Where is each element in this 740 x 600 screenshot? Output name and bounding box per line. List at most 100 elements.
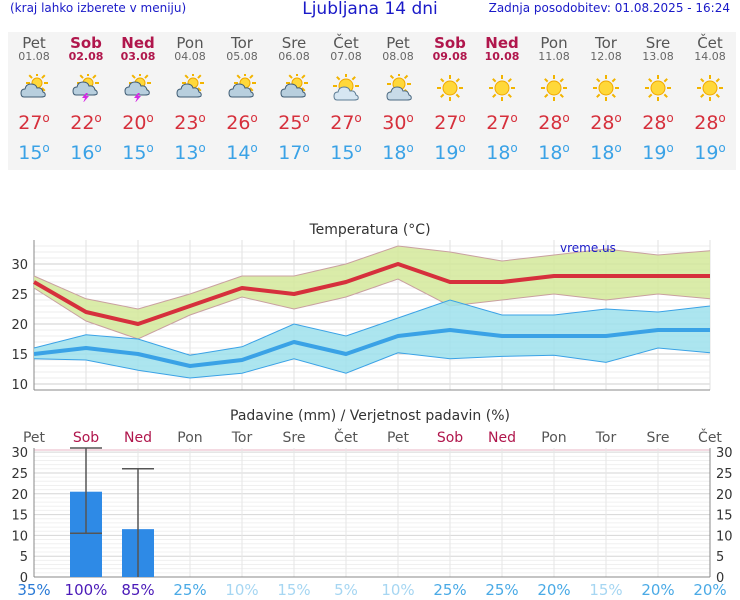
- precipitation-probability: 15%: [277, 581, 311, 599]
- day-name: Sre: [281, 34, 307, 52]
- day-name: Čet: [333, 34, 359, 52]
- max-temperature-line: [33, 262, 710, 326]
- precipitation-day-label: Sre: [647, 430, 670, 446]
- precipitation-day-label: Ned: [488, 430, 516, 446]
- sun-icon: [488, 74, 516, 102]
- min-temperature: 18o: [538, 141, 570, 164]
- precipitation-probability: 100%: [64, 581, 108, 599]
- precipitation-day-label: Čet: [698, 428, 722, 446]
- degree-sign: o: [146, 141, 154, 155]
- temperature-chart-title: Temperatura (°C): [308, 222, 430, 238]
- day-name: Pet: [386, 34, 410, 52]
- min-temperature: 19o: [642, 141, 674, 164]
- day-date: 02.08: [68, 50, 104, 63]
- y-tick-label-right: 20: [716, 488, 733, 503]
- day-column: Sre 13.08 28o 19o: [632, 32, 684, 170]
- cloud-sun-icon: [176, 72, 204, 102]
- day-column: Tor 12.08 28o 18o: [580, 32, 632, 170]
- precipitation-probability: 20%: [641, 581, 675, 599]
- cloud-sun-icon: [280, 72, 308, 102]
- min-temperature-band: [34, 300, 710, 378]
- precipitation-day-label: Tor: [595, 430, 617, 446]
- min-temperature: 13o: [174, 141, 206, 164]
- day-date: 08.08: [382, 50, 414, 63]
- page-title: Ljubljana 14 dni: [302, 0, 438, 19]
- sun-icon: [644, 74, 672, 102]
- day-column: Tor 05.08 26o 14o: [216, 32, 268, 170]
- thunderstorm-icon: [124, 72, 152, 103]
- max-temperature: 28o: [590, 111, 622, 134]
- day-name: Sre: [645, 34, 671, 52]
- precipitation-probability: 10%: [225, 581, 259, 599]
- min-temperature-line: [33, 328, 710, 368]
- sun-icon: [436, 74, 464, 102]
- y-tick-label: 10: [11, 378, 28, 393]
- day-name: Pon: [540, 34, 568, 52]
- degree-sign: o: [42, 141, 50, 155]
- y-tick-label: 25: [11, 288, 28, 303]
- degree-sign: o: [354, 111, 362, 125]
- y-tick-label-right: 25: [716, 467, 733, 482]
- max-temperature: 27o: [330, 111, 362, 134]
- cloud-sun-icon: [228, 72, 256, 102]
- day-date: 14.08: [694, 50, 726, 63]
- day-column: Sob 02.08 22o 16o: [60, 32, 112, 170]
- day-column: Ned 03.08 20o 15o: [112, 32, 164, 170]
- degree-sign: o: [302, 111, 310, 125]
- degree-sign: o: [42, 111, 50, 125]
- degree-sign: o: [406, 141, 414, 155]
- header-bar: (kraj lahko izberete v meniju) Ljubljana…: [0, 0, 740, 22]
- day-name: Tor: [231, 34, 253, 52]
- max-temperature: 20o: [122, 111, 154, 134]
- degree-sign: o: [562, 141, 570, 155]
- y-tick-label-right: 5: [716, 550, 724, 565]
- precipitation-day-label: Tor: [231, 430, 253, 446]
- max-temperature: 26o: [226, 111, 258, 134]
- day-date: 04.08: [174, 50, 206, 63]
- day-date: 09.08: [432, 50, 468, 63]
- degree-sign: o: [406, 111, 414, 125]
- sun-icon: [540, 74, 568, 102]
- day-date: 06.08: [278, 50, 310, 63]
- day-date: 11.08: [538, 50, 570, 63]
- degree-sign: o: [510, 111, 518, 125]
- degree-sign: o: [614, 141, 622, 155]
- min-temperature: 14o: [226, 141, 258, 164]
- min-temperature: 17o: [278, 141, 310, 164]
- band-upper-edge: [33, 245, 711, 310]
- band-lower-edge: [33, 347, 711, 379]
- day-column: Pet 08.08 30o 18o: [372, 32, 424, 170]
- max-temperature: 27o: [434, 111, 466, 134]
- precipitation-day-label: Sre: [283, 430, 306, 446]
- min-temperature: 19o: [694, 141, 726, 164]
- y-tick-label-right: 15: [716, 509, 733, 524]
- day-name: Pet: [22, 34, 46, 52]
- precipitation-probability: 25%: [433, 581, 467, 599]
- band-upper-edge: [33, 299, 711, 356]
- precipitation-probability: 10%: [381, 581, 415, 599]
- precipitation-probability: 35%: [17, 581, 51, 599]
- degree-sign: o: [666, 111, 674, 125]
- precipitation-day-label: Sob: [73, 430, 99, 446]
- min-temperature: 19o: [434, 141, 466, 164]
- precipitation-day-label: Pet: [23, 430, 46, 446]
- max-temperature-band: [34, 246, 710, 339]
- menu-hint-link[interactable]: (kraj lahko izberete v meniju): [10, 1, 187, 15]
- y-tick-label: 20: [11, 318, 28, 333]
- day-date: 01.08: [18, 50, 50, 63]
- degree-sign: o: [94, 141, 102, 155]
- min-temperature: 16o: [70, 141, 102, 164]
- y-tick-label-left: 10: [11, 529, 28, 544]
- degree-sign: o: [510, 141, 518, 155]
- precipitation-probability: 20%: [693, 581, 727, 599]
- y-tick-label-left: 0: [20, 571, 28, 586]
- last-updated: Zadnja posodobitev: 01.08.2025 - 16:24: [488, 1, 730, 15]
- min-temperature: 15o: [330, 141, 362, 164]
- y-tick-label-right: 10: [716, 529, 733, 544]
- day-name: Ned: [121, 34, 155, 52]
- day-column: Pon 11.08 28o 18o: [528, 32, 580, 170]
- sun-small-cloud-icon: [332, 73, 360, 102]
- day-name: Čet: [697, 34, 723, 52]
- degree-sign: o: [718, 141, 726, 155]
